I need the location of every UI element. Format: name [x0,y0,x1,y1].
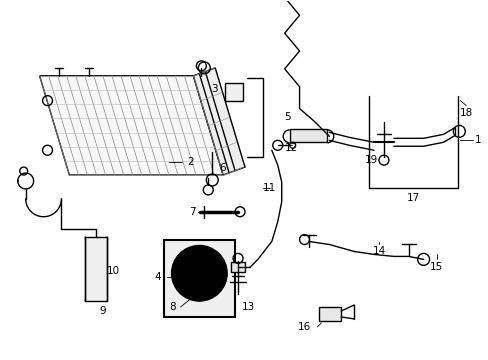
Text: 11: 11 [263,183,276,193]
Text: 18: 18 [459,108,472,117]
Text: 13: 13 [241,302,254,312]
Polygon shape [40,76,223,175]
Text: 5: 5 [284,112,290,122]
Circle shape [171,246,226,301]
Bar [163,239,235,317]
Bar [224,83,243,100]
Bar [289,129,326,142]
Text: 16: 16 [297,322,310,332]
Circle shape [181,255,217,291]
Text: 10: 10 [106,266,120,276]
Text: 19: 19 [364,155,377,165]
Bar [85,237,107,301]
Text: 9: 9 [100,306,106,316]
Text: 7: 7 [189,207,195,217]
Circle shape [191,265,207,281]
Text: 1: 1 [474,135,481,145]
Text: 14: 14 [371,247,385,256]
Polygon shape [193,68,244,175]
Text: 17: 17 [406,193,420,203]
Bar [231,262,244,272]
Text: 8: 8 [169,302,176,312]
Text: 12: 12 [285,143,298,153]
Text: 15: 15 [429,262,442,272]
Bar [319,307,341,321]
Text: 2: 2 [187,157,193,167]
Text: 6: 6 [219,163,225,173]
Text: 4: 4 [154,272,161,282]
Text: 3: 3 [210,84,217,94]
